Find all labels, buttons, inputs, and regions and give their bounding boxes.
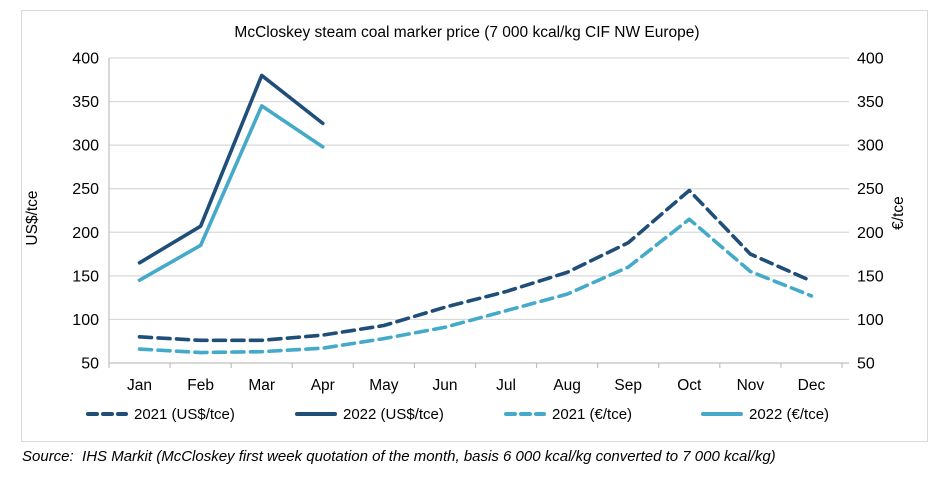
month-label: Jun bbox=[432, 377, 457, 394]
month-label: Aug bbox=[553, 377, 581, 394]
series-lines bbox=[137, 73, 814, 355]
y-tick-label-left: 400 bbox=[72, 51, 99, 68]
month-label: Nov bbox=[737, 377, 765, 394]
month-label: Feb bbox=[187, 377, 214, 394]
y-tick-label-right: 150 bbox=[857, 268, 884, 285]
legend-label: 2022 (US$/tce) bbox=[343, 406, 444, 423]
chart-frame bbox=[21, 10, 928, 442]
y-tick-label-left: 250 bbox=[72, 181, 99, 198]
y-axis-left-title: US$/tce bbox=[24, 190, 41, 245]
source-note: Source: IHS Markit (McCloskey first week… bbox=[22, 448, 776, 465]
month-label: Dec bbox=[798, 377, 826, 394]
x-axis-ticks bbox=[108, 363, 843, 368]
y-tick-label-left: 200 bbox=[72, 225, 99, 242]
y-axis-right-tick-labels: 50 100 150 200 250 300 350 400 bbox=[857, 51, 884, 373]
legend-item: 2021 (€/tce) bbox=[504, 406, 632, 423]
y-tick-label-right: 350 bbox=[857, 94, 884, 111]
y-axis-right-title: €/tce bbox=[890, 196, 907, 230]
month-label: Sep bbox=[614, 377, 642, 394]
legend-label: 2022 (€/tce) bbox=[749, 406, 829, 423]
chart-title: McCloskey steam coal marker price (7 000… bbox=[234, 24, 699, 41]
y-tick-label-right: 250 bbox=[857, 181, 884, 198]
x-axis-month-labels: Jan Feb Mar Apr May Jun Jul Aug Sep Oct Nov Dec bbox=[127, 377, 825, 394]
chart-legend: 2021 (US$/tce) 2022 (US$/tce) 2021 (€/tce)… bbox=[86, 406, 829, 423]
y-tick-label-left: 100 bbox=[72, 312, 99, 329]
y-tick-label-right: 200 bbox=[857, 225, 884, 242]
month-label: May bbox=[369, 377, 399, 394]
series-line-2022-us-tce bbox=[137, 73, 325, 265]
y-tick-label-right: 100 bbox=[857, 312, 884, 329]
legend-item: 2022 (€/tce) bbox=[701, 406, 829, 423]
series-line-2021-tce bbox=[137, 217, 814, 355]
month-label: Mar bbox=[248, 377, 275, 394]
y-tick-label-left: 150 bbox=[72, 268, 99, 285]
month-label: Jul bbox=[496, 377, 516, 394]
legend-label: 2021 (US$/tce) bbox=[134, 406, 235, 423]
legend-item: 2022 (US$/tce) bbox=[295, 406, 444, 423]
month-label: Apr bbox=[311, 377, 335, 394]
series-line-2021-us-tce bbox=[137, 188, 814, 343]
legend-label: 2021 (€/tce) bbox=[552, 406, 632, 423]
y-axis-left-tick-labels: 50 100 150 200 250 300 350 400 bbox=[72, 51, 99, 373]
month-label: Jan bbox=[127, 377, 152, 394]
y-tick-label-right: 400 bbox=[857, 51, 884, 68]
y-tick-label-left: 350 bbox=[72, 94, 99, 111]
series-line-2022-tce bbox=[137, 104, 325, 283]
y-tick-label-right: 50 bbox=[857, 356, 875, 373]
y-tick-label-right: 300 bbox=[857, 138, 884, 155]
legend-item: 2021 (US$/tce) bbox=[86, 406, 235, 423]
y-tick-label-left: 50 bbox=[81, 356, 99, 373]
month-label: Oct bbox=[677, 377, 702, 394]
y-tick-label-left: 300 bbox=[72, 138, 99, 155]
